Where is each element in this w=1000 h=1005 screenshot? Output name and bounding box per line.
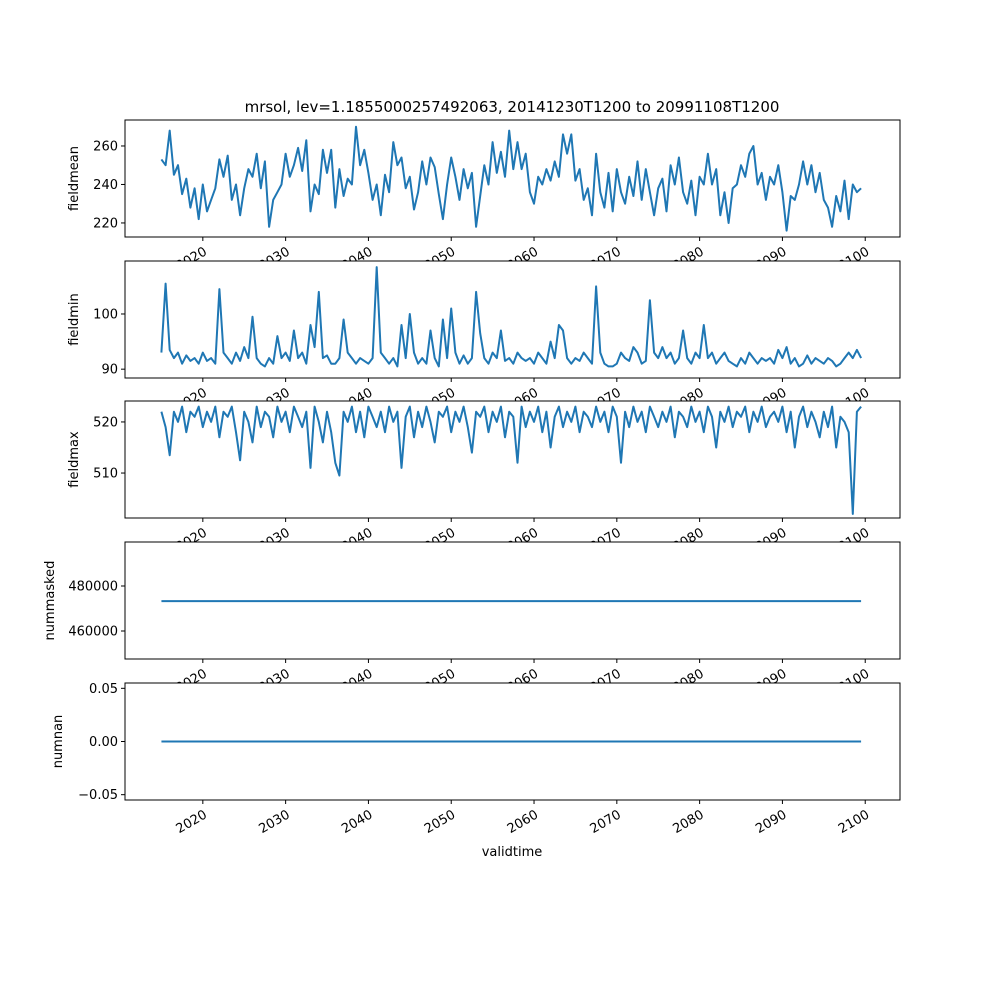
x-tick-label: 2080 [670, 807, 706, 837]
y-tick-label: 260 [93, 139, 118, 154]
data-line-fieldmax [160, 405, 862, 515]
x-tick-label: 2020 [174, 807, 210, 837]
axes-frame [124, 541, 901, 660]
axes-background [125, 120, 900, 237]
chart-title: mrsol, lev=1.1855000257492063, 20141230T… [245, 98, 780, 116]
y-tick-label: 90 [101, 363, 118, 378]
x-tick-label: 2090 [753, 807, 789, 837]
x-tick-label: 2060 [505, 807, 541, 837]
y-tick-label: 240 [93, 178, 118, 193]
y-axis-label: nummasked [43, 561, 58, 641]
x-axis-label: validtime [482, 845, 543, 860]
y-tick-label: 520 [93, 415, 118, 430]
y-axis-label: fieldmax [67, 431, 82, 488]
data-line-fieldmean [160, 125, 862, 232]
y-tick-label: 100 [93, 307, 118, 322]
x-tick-label: 2070 [588, 807, 624, 837]
y-tick-label: 460000 [68, 625, 118, 640]
subplot-numnan: −0.05 0.00 0.05 numnan 2020 2030 2040 2050 2060 2… [51, 682, 901, 837]
axes-frame [124, 400, 901, 519]
y-axis-label: fieldmean [67, 146, 82, 211]
data-line-fieldmin [160, 266, 862, 368]
axes-frame [124, 119, 901, 238]
y-tick-label: 510 [93, 467, 118, 482]
x-tick-label: 2100 [836, 807, 872, 837]
x-tick-label: 2040 [339, 807, 375, 837]
y-axis-label: numnan [51, 715, 66, 769]
y-tick-label: 0.00 [89, 735, 118, 750]
axes-frame [124, 260, 901, 379]
y-axis-label: fieldmin [67, 293, 82, 346]
y-tick-label: 480000 [68, 580, 118, 595]
y-tick-label: 220 [93, 216, 118, 231]
y-tick-label: −0.05 [78, 788, 118, 803]
x-tick-label: 2030 [256, 807, 292, 837]
y-tick-label: 0.05 [89, 682, 118, 697]
x-tick-label: 2050 [422, 807, 458, 837]
